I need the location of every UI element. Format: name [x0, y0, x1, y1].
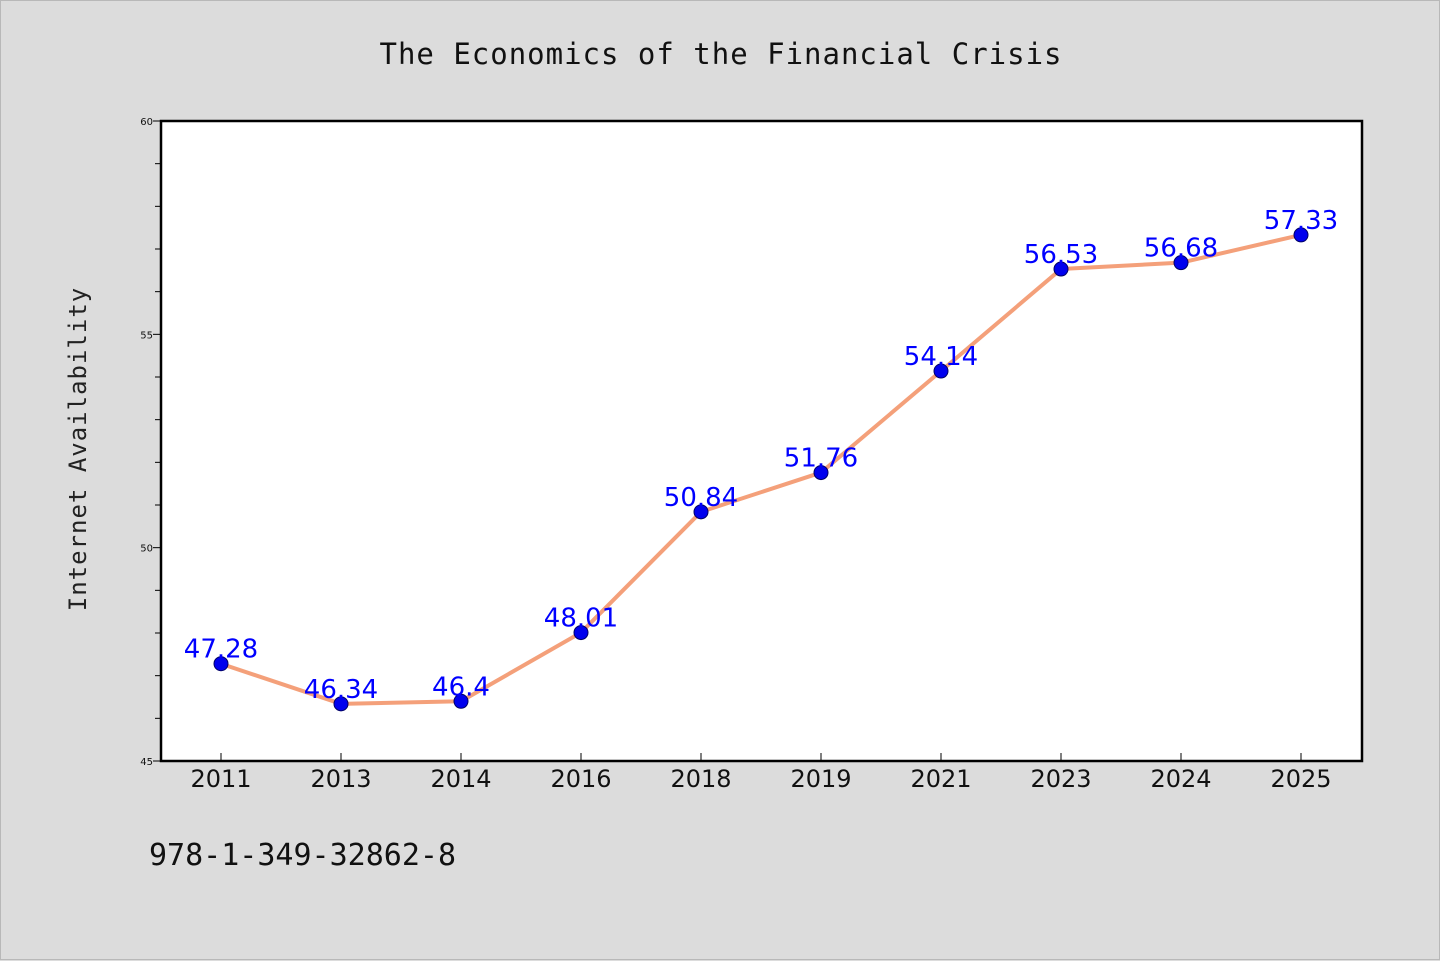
data-label: 47.28 [184, 635, 258, 665]
data-label: 57.33 [1264, 206, 1338, 236]
data-point [1293, 227, 1309, 243]
y-axis-tick-labels: 45 50 55 60 [140, 117, 153, 768]
plot-area [159, 119, 1364, 763]
data-point [693, 504, 709, 520]
data-label: 54.14 [904, 342, 978, 372]
data-point [933, 363, 949, 379]
data-label: 56.53 [1024, 240, 1098, 270]
data-point [573, 625, 589, 641]
chart-title: The Economics of the Financial Crisis [379, 37, 1062, 71]
series-line [219, 232, 1303, 706]
data-point [1053, 261, 1069, 277]
series-markers [213, 227, 1309, 712]
data-point [813, 465, 829, 481]
data-point [213, 656, 229, 672]
x-tick-label: 2018 [670, 765, 731, 793]
x-tick-label: 2021 [910, 765, 971, 793]
y-tick-label: 45 [140, 757, 153, 768]
y-axis-ticks [153, 120, 161, 762]
x-axis-ticks [220, 753, 1302, 761]
data-label: 46.34 [304, 675, 378, 705]
y-axis-label: Internet Availability [64, 287, 92, 611]
x-tick-label: 2023 [1030, 765, 1091, 793]
data-label: 50.84 [664, 483, 738, 513]
data-label: 56.68 [1144, 234, 1218, 264]
data-point [1173, 255, 1189, 271]
y-tick-label: 60 [140, 117, 153, 128]
x-tick-label: 2024 [1150, 765, 1211, 793]
x-tick-label: 2013 [310, 765, 371, 793]
data-point [453, 693, 469, 709]
data-label: 51.76 [784, 444, 858, 474]
y-tick-label: 50 [140, 544, 153, 555]
x-axis-tick-labels: 2011 2013 2014 2016 2018 2019 2021 2023 2024 2025 [190, 765, 1331, 793]
data-label: 46.4 [432, 672, 490, 702]
data-labels: 47.28 46.34 46.4 48.01 50.84 51.76 54.14 56.53 5… [184, 206, 1338, 705]
x-tick-label: 2014 [430, 765, 491, 793]
x-tick-label: 2011 [190, 765, 251, 793]
data-point [333, 696, 349, 712]
x-tick-label: 2025 [1270, 765, 1331, 793]
data-label: 48.01 [544, 604, 618, 634]
isbn-annotation: 978-1-349-32862-8 [149, 838, 456, 873]
x-tick-label: 2019 [790, 765, 851, 793]
y-tick-label: 55 [140, 330, 153, 341]
x-tick-label: 2016 [550, 765, 611, 793]
